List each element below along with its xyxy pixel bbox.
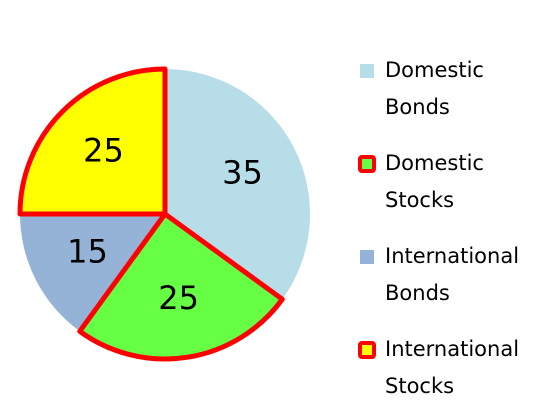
- data-label: 35: [222, 154, 263, 192]
- legend-label: Domestic Bonds: [385, 58, 484, 119]
- legend-marker: [358, 341, 376, 359]
- data-label: 25: [83, 131, 124, 169]
- data-label: 15: [67, 232, 108, 270]
- legend-marker: [360, 64, 374, 78]
- pie-slice: [77, 211, 285, 362]
- legend-label: Domestic Stocks: [385, 151, 484, 212]
- legend-marker: [360, 250, 374, 264]
- pie-slice: [165, 69, 310, 300]
- legend-label: International Bonds: [385, 244, 519, 305]
- pie-slice: [17, 66, 168, 217]
- data-label: 25: [158, 279, 199, 317]
- legend-marker: [358, 155, 376, 173]
- legend-label: International Stocks: [385, 337, 519, 398]
- pie-slice: [20, 214, 165, 332]
